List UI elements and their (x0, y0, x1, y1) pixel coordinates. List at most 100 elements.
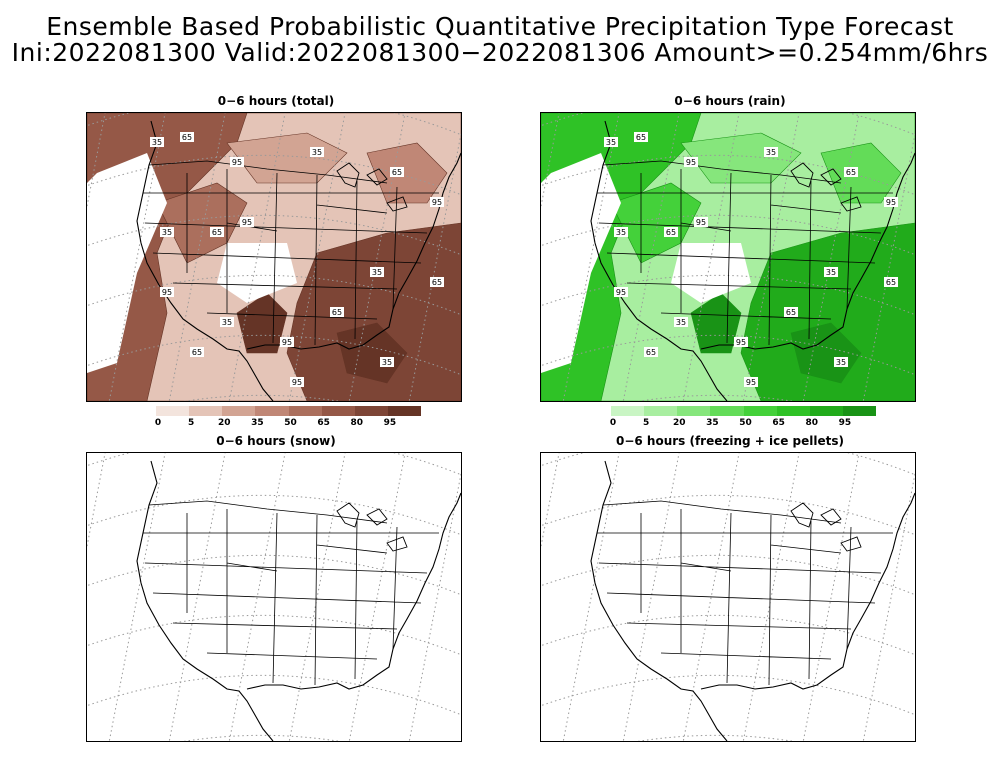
svg-text:35: 35 (152, 138, 162, 147)
colorbar-swatch (189, 406, 223, 416)
svg-text:95: 95 (886, 198, 896, 207)
contour-label: 35 (604, 137, 618, 147)
figure-title-line1: Ensemble Based Probabilistic Quantitativ… (46, 12, 954, 41)
probability-region (226, 132, 348, 184)
colorbar-label: 35 (706, 418, 719, 428)
contour-label: 95 (230, 157, 244, 167)
colorbar-rain (611, 406, 876, 416)
contour-label: 95 (614, 287, 628, 297)
freezing-probability-map (541, 453, 915, 741)
svg-text:65: 65 (182, 133, 192, 142)
contour-label: 95 (290, 377, 304, 387)
svg-text:95: 95 (746, 378, 756, 387)
probability-region (156, 182, 248, 264)
probability-region (286, 222, 461, 401)
panel-title-snow: 0−6 hours (snow) (216, 434, 336, 448)
colorbar-label: 50 (739, 418, 752, 428)
svg-text:35: 35 (676, 318, 686, 327)
svg-text:65: 65 (846, 168, 856, 177)
svg-text:95: 95 (282, 338, 292, 347)
contour-label: 95 (694, 217, 708, 227)
svg-text:95: 95 (232, 158, 242, 167)
contour-label: 35 (380, 357, 394, 367)
contour-label: 95 (240, 217, 254, 227)
colorbar-total (156, 406, 421, 416)
contour-label: 65 (884, 277, 898, 287)
svg-text:95: 95 (686, 158, 696, 167)
colorbar-swatch (743, 406, 777, 416)
panel-title-freezing: 0−6 hours (freezing + ice pellets) (615, 434, 845, 448)
contour-label: 65 (784, 307, 798, 317)
colorbar-label: 20 (672, 418, 686, 428)
rain-probability-map: 35 65 95 35 65 95 35 65 95 35 65 95 35 65 95 35 65 95 (541, 113, 915, 401)
map-panel-snow (86, 452, 462, 742)
snow-probability-map (87, 453, 461, 741)
colorbar-label: 50 (284, 418, 297, 428)
contour-label: 65 (180, 132, 194, 142)
contour-label: 35 (220, 317, 234, 327)
colorbar-swatch (677, 406, 711, 416)
colorbar-swatch (644, 406, 678, 416)
colorbar-swatch (387, 406, 421, 416)
contour-label: 35 (614, 227, 628, 237)
svg-text:95: 95 (616, 288, 626, 297)
total-probability-map: 35 65 95 35 65 95 35 65 95 35 65 95 35 65 95 35 65 95 (87, 113, 461, 401)
contour-label: 65 (210, 227, 224, 237)
svg-text:65: 65 (886, 278, 896, 287)
svg-text:65: 65 (332, 308, 342, 317)
colorbar-swatch (611, 406, 645, 416)
svg-text:65: 65 (432, 278, 442, 287)
svg-text:35: 35 (836, 358, 846, 367)
colorbar-swatch (255, 406, 289, 416)
contour-label: 95 (280, 337, 294, 347)
svg-text:95: 95 (242, 218, 252, 227)
colorbar-swatch (288, 406, 322, 416)
contour-label: 95 (684, 157, 698, 167)
colorbar-swatch (156, 406, 190, 416)
svg-text:95: 95 (696, 218, 706, 227)
probability-region (366, 142, 448, 204)
contour-label: 35 (674, 317, 688, 327)
figure-title-line2: Ini:2022081300 Valid:2022081300−20220813… (11, 38, 989, 67)
svg-text:35: 35 (312, 148, 322, 157)
svg-text:35: 35 (222, 318, 232, 327)
colorbar-swatch (321, 406, 355, 416)
colorbar-swatch (809, 406, 843, 416)
svg-text:35: 35 (616, 228, 626, 237)
contour-label: 95 (160, 287, 174, 297)
svg-text:35: 35 (162, 228, 172, 237)
probability-region (680, 132, 802, 184)
svg-text:65: 65 (786, 308, 796, 317)
contour-label: 35 (370, 267, 384, 277)
colorbar-swatch (222, 406, 256, 416)
contour-label: 65 (390, 167, 404, 177)
contour-label: 35 (150, 137, 164, 147)
svg-text:65: 65 (192, 348, 202, 357)
svg-text:65: 65 (646, 348, 656, 357)
contour-label: 35 (834, 357, 848, 367)
probability-region (820, 142, 902, 204)
svg-text:95: 95 (432, 198, 442, 207)
colorbar-label: 65 (317, 418, 330, 428)
svg-text:95: 95 (292, 378, 302, 387)
contour-label: 65 (190, 347, 204, 357)
contour-label: 65 (844, 167, 858, 177)
contour-label: 65 (644, 347, 658, 357)
contour-label: 65 (430, 277, 444, 287)
contour-label: 65 (330, 307, 344, 317)
svg-text:95: 95 (736, 338, 746, 347)
contour-label: 65 (634, 132, 648, 142)
colorbar-label: 20 (217, 418, 231, 428)
contour-label: 95 (734, 337, 748, 347)
panel-title-rain: 0−6 hours (rain) (674, 94, 786, 108)
contour-label: 35 (764, 147, 778, 157)
svg-text:35: 35 (606, 138, 616, 147)
contour-label: 35 (824, 267, 838, 277)
svg-text:95: 95 (162, 288, 172, 297)
contour-label: 35 (160, 227, 174, 237)
colorbar-swatch (710, 406, 744, 416)
map-panel-total: 35 65 95 35 65 95 35 65 95 35 65 95 35 65 95 35 65 95 (86, 112, 462, 402)
colorbar-label: 80 (805, 418, 819, 428)
svg-text:65: 65 (212, 228, 222, 237)
svg-text:35: 35 (382, 358, 392, 367)
